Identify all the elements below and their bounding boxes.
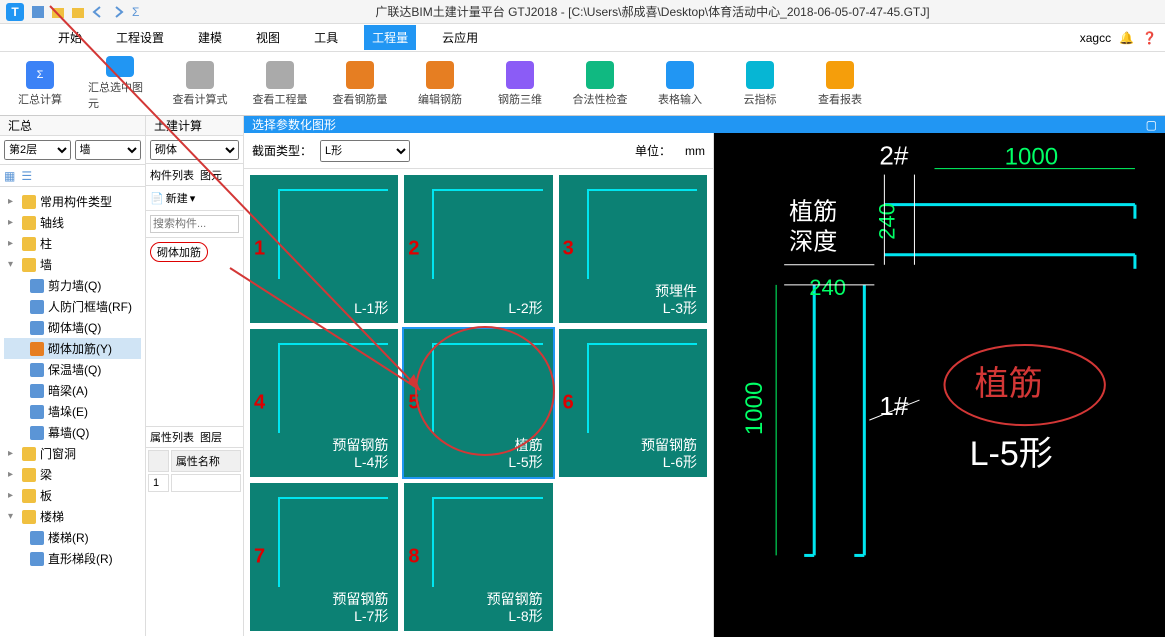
rib-report[interactable]: 查看报表	[808, 56, 872, 111]
label-2: 2#	[879, 141, 908, 171]
cat-select[interactable]: 墙	[75, 140, 142, 160]
tree-beam[interactable]: 梁	[4, 464, 141, 485]
component-tree: 常用构件类型 轴线 柱 墙 剪力墙(Q) 人防门框墙(RF) 砌体墙(Q) 砌体…	[0, 187, 145, 636]
dim-v1: 240	[874, 203, 899, 240]
quick-access-toolbar: Σ	[30, 4, 146, 20]
prop-row-1[interactable]: 1	[148, 474, 169, 492]
section-label: 截面类型：	[252, 142, 312, 159]
search-input[interactable]	[150, 215, 239, 233]
dim-left: 1000	[741, 382, 768, 436]
tree-shearwall[interactable]: 剪力墙(Q)	[4, 275, 141, 296]
left-section-title: 汇总	[0, 116, 145, 136]
tab-props[interactable]: 属性列表	[150, 429, 194, 445]
shape-cell-6[interactable]: 6预留钢筋 L-6形	[559, 329, 707, 477]
tree-stair-r[interactable]: 楼梯(R)	[4, 527, 141, 548]
annotation-oval	[415, 326, 555, 456]
svg-text:Σ: Σ	[132, 5, 139, 19]
tree-stair[interactable]: 楼梯	[4, 506, 141, 527]
tree-insulation[interactable]: 保温墙(Q)	[4, 359, 141, 380]
undo-icon[interactable]	[90, 4, 106, 20]
tree-common[interactable]: 常用构件类型	[4, 191, 141, 212]
menu-tools[interactable]: 工具	[306, 25, 346, 50]
shape-cell-3[interactable]: 3预埋件 L-3形	[559, 175, 707, 323]
shape-cell-2[interactable]: 2L-2形	[404, 175, 552, 323]
rib-viewrebar[interactable]: 查看钢筋量	[328, 56, 392, 111]
redo-icon[interactable]	[110, 4, 126, 20]
dialog-max-icon[interactable]: ▢	[1146, 118, 1157, 132]
rib-editrebar[interactable]: 编辑钢筋	[408, 56, 472, 111]
menu-cloud[interactable]: 云应用	[434, 25, 486, 50]
rib-viewcalc[interactable]: 查看计算式	[168, 56, 232, 111]
unit-label: 单位：	[635, 142, 671, 159]
sub-select[interactable]: 砌体	[150, 140, 239, 160]
btn-new[interactable]: 新建	[166, 190, 188, 206]
save-icon[interactable]	[30, 4, 46, 20]
tree-column[interactable]: 柱	[4, 233, 141, 254]
dialog-title: 选择参数化图形	[252, 116, 336, 133]
tab-components[interactable]: 构件列表	[150, 167, 194, 183]
preview-canvas: 2# 1000 1000 240 240 植筋 深度 1#	[714, 133, 1165, 637]
tab-drawing[interactable]: 图元	[200, 167, 222, 183]
shape-cell-1[interactable]: 1L-1形	[250, 175, 398, 323]
tab-layers[interactable]: 图层	[200, 429, 222, 445]
menu-project[interactable]: 工程设置	[108, 25, 172, 50]
prop-col-name: 属性名称	[171, 450, 241, 472]
preview-big-label2: L-5形	[970, 435, 1053, 473]
rib-viewqty[interactable]: 查看工程量	[248, 56, 312, 111]
rib-table[interactable]: 表格输入	[648, 56, 712, 111]
list-icon[interactable]: ☰	[21, 169, 32, 183]
tree-curtain[interactable]: 幕墙(Q)	[4, 422, 141, 443]
folder-icon[interactable]	[70, 4, 86, 20]
tree-slab[interactable]: 板	[4, 485, 141, 506]
label-depth1: 植筋	[789, 199, 837, 226]
menu-model[interactable]: 建模	[190, 25, 230, 50]
rib-cloud[interactable]: 云指标	[728, 56, 792, 111]
help-icon[interactable]: ❓	[1142, 31, 1157, 45]
username[interactable]: xagcc	[1080, 31, 1111, 45]
app-icon: T	[6, 3, 24, 21]
dialog-titlebar: 选择参数化图形 ▢	[244, 116, 1165, 133]
sum-icon[interactable]: Σ	[130, 4, 146, 20]
menu-view[interactable]: 视图	[248, 25, 288, 50]
rib-sumsel[interactable]: 汇总选中图元	[88, 56, 152, 111]
preview-big-label1: 植筋	[975, 365, 1043, 403]
menu-bar: 开始 工程设置 建模 视图 工具 工程量 云应用	[50, 25, 486, 50]
rib-validate[interactable]: 合法性检查	[568, 56, 632, 111]
rib-rebar3d[interactable]: 钢筋三维	[488, 56, 552, 111]
tree-door[interactable]: 门窗洞	[4, 443, 141, 464]
tree-masonry-reinf[interactable]: 砌体加筋(Y)	[4, 338, 141, 359]
active-component-tag[interactable]: 砌体加筋	[150, 242, 208, 262]
expand-icon[interactable]: ▦	[4, 169, 15, 183]
tree-rfwall[interactable]: 人防门框墙(RF)	[4, 296, 141, 317]
mid-section-title: 土建计算	[146, 116, 243, 136]
dim-h1: 240	[809, 275, 846, 300]
tree-masonry[interactable]: 砌体墙(Q)	[4, 317, 141, 338]
open-icon[interactable]	[50, 4, 66, 20]
shape-cell-4[interactable]: 4预留钢筋 L-4形	[250, 329, 398, 477]
tree-pier[interactable]: 墙垛(E)	[4, 401, 141, 422]
dim-top: 1000	[1005, 144, 1059, 171]
bell-icon[interactable]: 🔔	[1119, 31, 1134, 45]
menu-start[interactable]: 开始	[50, 25, 90, 50]
shape-cell-7[interactable]: 7预留钢筋 L-7形	[250, 483, 398, 631]
floor-select[interactable]: 第2层	[4, 140, 71, 160]
window-title: 广联达BIM土建计量平台 GTJ2018 - [C:\Users\郝成喜\Des…	[146, 3, 1159, 20]
ribbon: Σ汇总计算 汇总选中图元 查看计算式 查看工程量 查看钢筋量 编辑钢筋 钢筋三维…	[0, 52, 1165, 116]
property-table: 属性名称 1	[146, 448, 243, 494]
tree-hiddenbeam[interactable]: 暗梁(A)	[4, 380, 141, 401]
menu-quantity[interactable]: 工程量	[364, 25, 416, 50]
tree-wall[interactable]: 墙	[4, 254, 141, 275]
tree-stair-straight[interactable]: 直形梯段(R)	[4, 548, 141, 569]
label-depth2: 深度	[789, 229, 837, 256]
section-select[interactable]: L形	[320, 140, 410, 162]
rib-sumcalc[interactable]: Σ汇总计算	[8, 56, 72, 111]
shape-cell-8[interactable]: 8预留钢筋 L-8形	[404, 483, 552, 631]
tree-axis[interactable]: 轴线	[4, 212, 141, 233]
unit-value: mm	[685, 144, 705, 158]
